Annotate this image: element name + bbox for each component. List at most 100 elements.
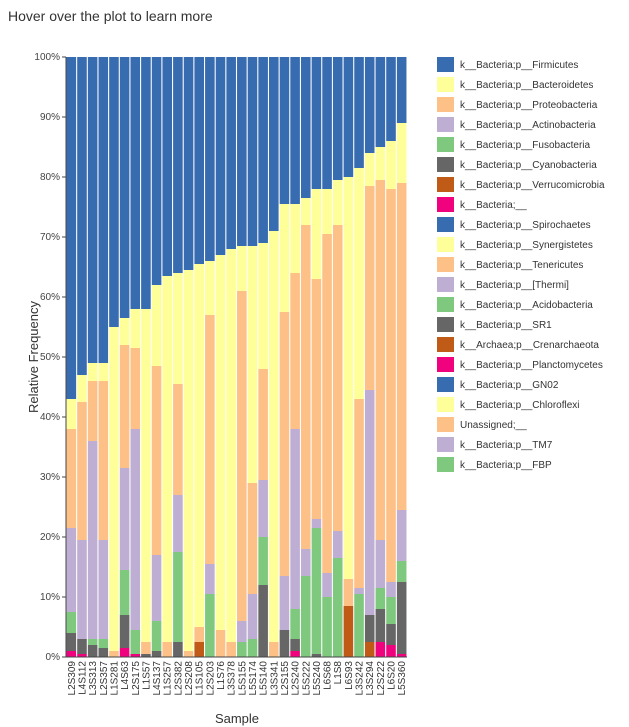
legend-label[interactable]: k__Bacteria;p__Bacteroidetes (460, 80, 593, 91)
legend-label[interactable]: k__Bacteria;p__Cyanobacteria (460, 160, 597, 171)
legend-label[interactable]: k__Bacteria;p__Actinobacteria (460, 120, 596, 131)
x-tick-label: L2S309 (67, 661, 78, 696)
bar-segment (215, 57, 226, 255)
legend-swatch[interactable] (437, 197, 454, 212)
legend-swatch[interactable] (437, 177, 454, 192)
legend-swatch[interactable] (437, 217, 454, 232)
bar-segment (237, 57, 247, 246)
bar-segment (279, 312, 290, 576)
bar-segment (332, 180, 343, 225)
legend-swatch[interactable] (437, 157, 454, 172)
legend-swatch[interactable] (437, 57, 454, 72)
bar-segment (269, 57, 279, 231)
legend-swatch[interactable] (437, 97, 454, 112)
page-title: Hover over the plot to learn more (8, 8, 213, 24)
bar-segment (343, 57, 354, 177)
x-tick-label: L3S378 (227, 661, 238, 696)
bar-segment (87, 363, 98, 381)
legend-swatch[interactable] (437, 457, 454, 472)
legend-label[interactable]: k__Bacteria;p__Spirochaetes (460, 220, 591, 231)
legend-swatch[interactable] (437, 257, 454, 272)
legend-label[interactable]: k__Bacteria;p__GN02 (460, 380, 559, 391)
bar-segment (66, 528, 77, 612)
bar-segment (141, 57, 151, 309)
bar-segment (183, 651, 194, 657)
legend-label[interactable]: k__Archaea;p__Crenarchaeota (460, 340, 599, 351)
bar-segment (109, 327, 119, 651)
bar-segment (98, 648, 109, 657)
bar-segment (332, 531, 343, 558)
bar-segment (322, 234, 332, 573)
bar-segment (173, 384, 183, 495)
bar-segment (354, 168, 364, 399)
legend-swatch[interactable] (437, 437, 454, 452)
y-tick-label: 0% (46, 652, 61, 663)
legend-label[interactable]: k__Bacteria;p__Planctomycetes (460, 360, 603, 371)
legend-swatch[interactable] (437, 317, 454, 332)
bar-segment (386, 645, 396, 657)
bar-segment (375, 540, 386, 588)
bar-segment (247, 57, 258, 246)
legend-label[interactable]: k__Bacteria;p__SR1 (460, 320, 552, 331)
x-tick-label: L2S208 (184, 661, 195, 696)
bar-segment (226, 57, 236, 249)
bar-segment (364, 186, 375, 390)
bar-segment (322, 189, 332, 234)
legend-label[interactable]: k__Bacteria;p__FBP (460, 460, 552, 471)
bar-segment (290, 273, 300, 429)
bar-segment (130, 429, 141, 630)
legend-label[interactable]: k__Bacteria;p__[Thermi] (460, 280, 569, 291)
bar-segment (151, 555, 162, 621)
x-tick-label: L5S155 (237, 661, 248, 696)
bar-segment (66, 612, 77, 633)
bar-segment (300, 549, 311, 576)
legend-label[interactable]: k__Bacteria;p__Tenericutes (460, 260, 583, 271)
legend-swatch[interactable] (437, 397, 454, 412)
bar-segment (375, 147, 386, 180)
bar-segment (343, 579, 354, 606)
bar-segment (119, 318, 130, 345)
bar-segment (130, 654, 141, 657)
legend-swatch[interactable] (437, 237, 454, 252)
legend-swatch[interactable] (437, 77, 454, 92)
bar-segment (279, 57, 290, 204)
legend-swatch[interactable] (437, 117, 454, 132)
bar-segment (119, 648, 130, 657)
bar-segment (194, 57, 204, 264)
legend-label[interactable]: k__Bacteria;p__Fusobacteria (460, 140, 591, 151)
legend-swatch[interactable] (437, 337, 454, 352)
legend-label[interactable]: k__Bacteria;__ (460, 200, 527, 211)
bar-segment (290, 651, 300, 657)
bar-segment (364, 153, 375, 186)
bar-segment (173, 495, 183, 552)
x-tick-label: L2S203 (205, 661, 216, 696)
bar-segment (151, 366, 162, 555)
bar-segment (396, 183, 407, 510)
legend-swatch[interactable] (437, 297, 454, 312)
bar-segment (66, 399, 77, 429)
bar-segment (194, 627, 204, 642)
x-tick-label: L2S155 (280, 661, 291, 696)
legend-swatch[interactable] (437, 377, 454, 392)
bar-segment (130, 630, 141, 654)
legend-swatch[interactable] (437, 277, 454, 292)
bar-segment (151, 651, 162, 657)
y-tick-label: 40% (40, 412, 60, 423)
legend-label[interactable]: k__Bacteria;p__Acidobacteria (460, 300, 593, 311)
legend-label[interactable]: k__Bacteria;p__TM7 (460, 440, 553, 451)
bar-segment (77, 402, 87, 540)
legend-label[interactable]: k__Bacteria;p__Synergistetes (460, 240, 593, 251)
legend-label[interactable]: Unassigned;__ (460, 420, 527, 431)
bar-segment (247, 594, 258, 639)
legend-swatch[interactable] (437, 137, 454, 152)
legend-label[interactable]: k__Bacteria;p__Firmicutes (460, 60, 578, 71)
bar-segment (300, 57, 311, 198)
legend-swatch[interactable] (437, 357, 454, 372)
legend-label[interactable]: k__Bacteria;p__Chloroflexi (460, 400, 580, 411)
legend-label[interactable]: k__Bacteria;p__Proteobacteria (460, 100, 598, 111)
legend-label[interactable]: k__Bacteria;p__Verrucomicrobia (460, 180, 605, 191)
bar-segment (354, 588, 364, 594)
bar-segment (279, 576, 290, 630)
bar-segment (343, 606, 354, 657)
legend-swatch[interactable] (437, 417, 454, 432)
